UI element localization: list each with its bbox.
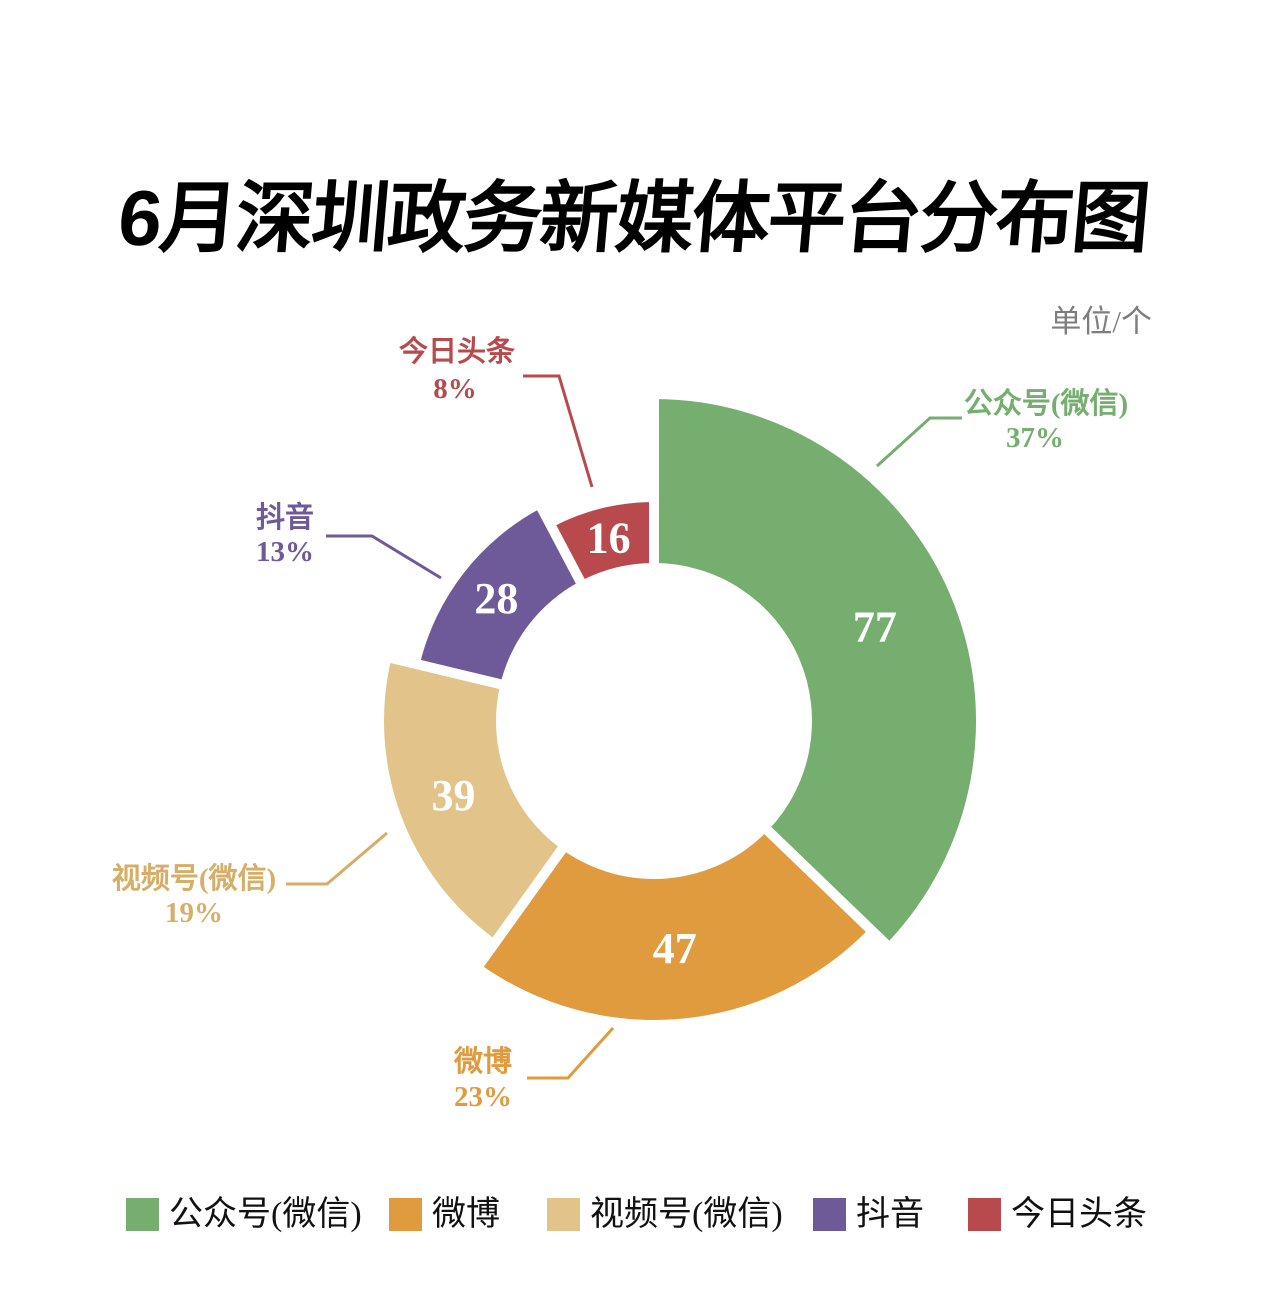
callout-leader-line-3: [326, 534, 442, 580]
callout-name-label-3: 抖音: [256, 500, 314, 534]
callout-pct-label-3: 13%: [256, 536, 314, 568]
legend-item-0: 公众号(微信): [126, 1196, 362, 1233]
legend-swatch-3: [813, 1198, 846, 1231]
callout-pct-label-4: 8%: [433, 373, 477, 405]
slice-value-label-1: 47: [653, 924, 697, 973]
callout-pct-label-1: 23%: [454, 1081, 512, 1113]
slice-separator-1: [719, 783, 907, 965]
slice-separator-2: [448, 796, 603, 1006]
slice-value-label-2: 39: [431, 771, 475, 820]
legend-label-1: 微博: [432, 1196, 500, 1233]
callout-leader-line-2: [286, 831, 388, 886]
callout-name-label-1: 微博: [453, 1045, 512, 1078]
legend-swatch-4: [968, 1198, 1001, 1231]
donut-slice-3: [419, 507, 581, 685]
unit-label: 单位/个: [1050, 304, 1152, 339]
donut-slice-4: [551, 502, 654, 582]
donut-slice-1: [479, 830, 870, 1020]
legend-label-2: 视频号(微信): [590, 1196, 783, 1233]
slice-value-label-3: 28: [474, 574, 518, 623]
donut-slice-2: [383, 658, 562, 941]
legend-label-3: 抖音: [856, 1196, 924, 1233]
legend-item-4: 今日头条: [968, 1196, 1147, 1233]
slice-separator-3: [316, 635, 562, 704]
callout-pct-label-2: 19%: [165, 897, 223, 929]
legend-item-2: 视频号(微信): [547, 1196, 783, 1233]
callout-name-label-4: 今日头条: [399, 334, 515, 368]
legend-label-0: 公众号(微信): [169, 1196, 362, 1233]
slice-value-label-4: 16: [587, 514, 631, 563]
callout-pct-label-0: 37%: [1006, 422, 1064, 454]
callout-leader-line-4: [523, 374, 594, 488]
legend-item-1: 微博: [389, 1196, 500, 1233]
legend-swatch-1: [389, 1198, 422, 1231]
slice-separator-4: [488, 412, 614, 639]
legend-item-3: 抖音: [813, 1196, 924, 1233]
callout-name-label-0: 公众号(微信): [964, 387, 1128, 420]
legend-swatch-0: [126, 1198, 159, 1231]
slice-value-label-0: 77: [853, 603, 897, 652]
donut-slice-0: [654, 399, 976, 945]
callout-name-label-2: 视频号(微信): [112, 862, 276, 895]
callout-leader-line-1: [527, 1026, 615, 1080]
legend-label-4: 今日头条: [1011, 1196, 1147, 1233]
callout-leader-line-0: [875, 416, 962, 468]
legend-swatch-2: [547, 1198, 580, 1231]
